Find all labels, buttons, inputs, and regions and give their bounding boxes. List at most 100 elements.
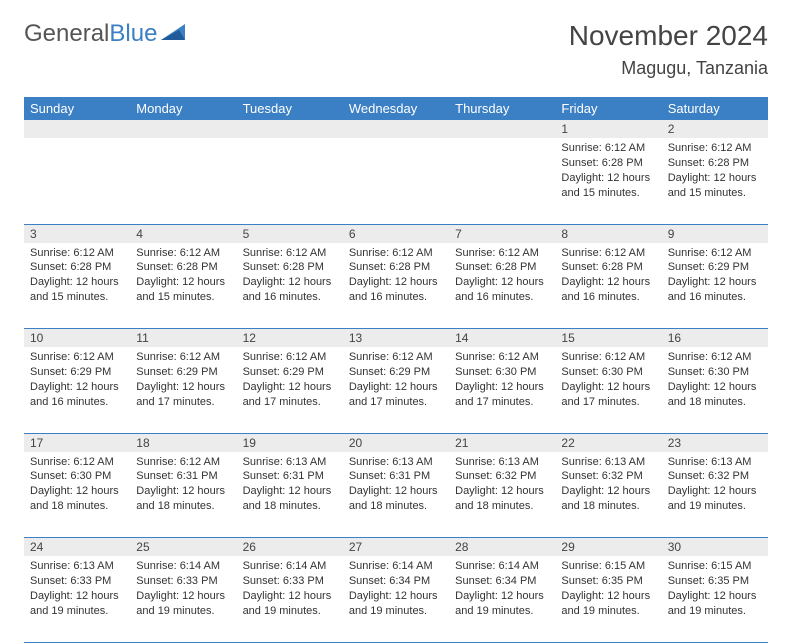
day-detail-cell: Sunrise: 6:12 AMSunset: 6:30 PMDaylight:… xyxy=(662,347,768,433)
day-number-cell xyxy=(343,120,449,138)
day-detail-line: Sunrise: 6:12 AM xyxy=(30,455,124,470)
day-detail-line: Daylight: 12 hours and 17 minutes. xyxy=(561,380,655,410)
day-detail-line: Daylight: 12 hours and 15 minutes. xyxy=(561,171,655,201)
day-detail-cell xyxy=(343,138,449,224)
day-number-cell: 19 xyxy=(237,433,343,452)
day-detail-line: Daylight: 12 hours and 17 minutes. xyxy=(349,380,443,410)
day-number-cell: 1 xyxy=(555,120,661,138)
day-detail-line: Sunset: 6:35 PM xyxy=(668,574,762,589)
day-detail-line: Sunrise: 6:13 AM xyxy=(243,455,337,470)
day-detail-cell: Sunrise: 6:14 AMSunset: 6:34 PMDaylight:… xyxy=(343,556,449,642)
day-number-cell: 5 xyxy=(237,224,343,243)
day-detail-line: Daylight: 12 hours and 18 minutes. xyxy=(668,380,762,410)
day-number-cell: 23 xyxy=(662,433,768,452)
day-detail-cell: Sunrise: 6:15 AMSunset: 6:35 PMDaylight:… xyxy=(555,556,661,642)
day-detail-line: Sunrise: 6:12 AM xyxy=(455,350,549,365)
day-detail-cell: Sunrise: 6:12 AMSunset: 6:30 PMDaylight:… xyxy=(24,452,130,538)
day-detail-line: Sunrise: 6:12 AM xyxy=(668,350,762,365)
day-detail-line: Daylight: 12 hours and 19 minutes. xyxy=(349,589,443,619)
day-detail-line: Daylight: 12 hours and 15 minutes. xyxy=(30,275,124,305)
day-detail-line: Sunset: 6:32 PM xyxy=(455,469,549,484)
day-detail-line: Sunrise: 6:14 AM xyxy=(243,559,337,574)
day-detail-line: Daylight: 12 hours and 16 minutes. xyxy=(349,275,443,305)
day-detail-line: Sunset: 6:28 PM xyxy=(561,156,655,171)
day-detail-row: Sunrise: 6:12 AMSunset: 6:28 PMDaylight:… xyxy=(24,138,768,224)
day-detail-line: Sunset: 6:28 PM xyxy=(243,260,337,275)
day-detail-cell: Sunrise: 6:15 AMSunset: 6:35 PMDaylight:… xyxy=(662,556,768,642)
day-detail-line: Sunset: 6:28 PM xyxy=(349,260,443,275)
daynum-row: 17181920212223 xyxy=(24,433,768,452)
day-detail-line: Sunset: 6:30 PM xyxy=(561,365,655,380)
day-detail-cell: Sunrise: 6:13 AMSunset: 6:32 PMDaylight:… xyxy=(449,452,555,538)
day-number-cell: 10 xyxy=(24,329,130,348)
day-detail-cell: Sunrise: 6:12 AMSunset: 6:28 PMDaylight:… xyxy=(24,243,130,329)
month-title: November 2024 xyxy=(569,20,768,52)
day-detail-line: Sunrise: 6:12 AM xyxy=(243,350,337,365)
day-detail-line: Sunrise: 6:12 AM xyxy=(668,141,762,156)
day-detail-line: Daylight: 12 hours and 16 minutes. xyxy=(455,275,549,305)
day-detail-line: Sunrise: 6:13 AM xyxy=(561,455,655,470)
day-detail-line: Daylight: 12 hours and 17 minutes. xyxy=(455,380,549,410)
day-detail-row: Sunrise: 6:12 AMSunset: 6:30 PM Daylight:… xyxy=(24,452,768,538)
day-number-cell: 7 xyxy=(449,224,555,243)
day-detail-cell: Sunrise: 6:12 AMSunset: 6:29 PMDaylight:… xyxy=(130,347,236,433)
day-detail-cell: Sunrise: 6:12 AMSunset: 6:28 PMDaylight:… xyxy=(555,138,661,224)
day-detail-cell: Sunrise: 6:13 AMSunset: 6:33 PMDaylight:… xyxy=(24,556,130,642)
day-detail-line: Sunset: 6:28 PM xyxy=(668,156,762,171)
day-detail-line: Sunset: 6:31 PM xyxy=(136,469,230,484)
day-detail-line: Daylight: 12 hours and 16 minutes. xyxy=(243,275,337,305)
day-detail-line: Sunset: 6:28 PM xyxy=(136,260,230,275)
day-detail-line: Sunset: 6:35 PM xyxy=(561,574,655,589)
day-detail-line: Daylight: 12 hours and 18 minutes. xyxy=(243,484,337,514)
day-header: Monday xyxy=(130,97,236,120)
day-detail-row: Sunrise: 6:12 AMSunset: 6:29 PMDaylight:… xyxy=(24,347,768,433)
brand-triangle-icon xyxy=(161,22,189,47)
day-detail-cell: Sunrise: 6:13 AMSunset: 6:32 PMDaylight:… xyxy=(555,452,661,538)
day-detail-cell: Sunrise: 6:12 AMSunset: 6:29 PMDaylight:… xyxy=(662,243,768,329)
day-detail-line: Sunset: 6:28 PM xyxy=(561,260,655,275)
day-detail-cell: Sunrise: 6:12 AMSunset: 6:28 PMDaylight:… xyxy=(237,243,343,329)
day-detail-cell: Sunrise: 6:14 AMSunset: 6:34 PMDaylight:… xyxy=(449,556,555,642)
day-detail-line: Sunset: 6:28 PM xyxy=(30,260,124,275)
day-detail-cell: Sunrise: 6:13 AMSunset: 6:31 PMDaylight:… xyxy=(237,452,343,538)
day-detail-line: Sunrise: 6:15 AM xyxy=(668,559,762,574)
day-detail-line: Daylight: 12 hours and 16 minutes. xyxy=(561,275,655,305)
day-detail-cell: Sunrise: 6:13 AMSunset: 6:31 PMDaylight:… xyxy=(343,452,449,538)
day-detail-line: Sunset: 6:31 PM xyxy=(243,469,337,484)
day-detail-line: Sunset: 6:33 PM xyxy=(136,574,230,589)
day-number-cell: 13 xyxy=(343,329,449,348)
day-header: Wednesday xyxy=(343,97,449,120)
day-number-cell: 16 xyxy=(662,329,768,348)
day-detail-line: Sunrise: 6:12 AM xyxy=(668,246,762,261)
day-detail-cell: Sunrise: 6:13 AMSunset: 6:32 PMDaylight:… xyxy=(662,452,768,538)
daynum-row: 3456789 xyxy=(24,224,768,243)
day-detail-line: Sunrise: 6:12 AM xyxy=(561,141,655,156)
day-detail-line: Sunrise: 6:12 AM xyxy=(561,246,655,261)
day-detail-line: Sunrise: 6:14 AM xyxy=(136,559,230,574)
day-number-cell xyxy=(130,120,236,138)
day-header: Thursday xyxy=(449,97,555,120)
day-detail-line: Sunset: 6:29 PM xyxy=(668,260,762,275)
day-detail-line: Sunset: 6:32 PM xyxy=(668,469,762,484)
day-number-cell: 15 xyxy=(555,329,661,348)
day-detail-line: Daylight: 12 hours and 18 minutes. xyxy=(136,484,230,514)
day-detail-line: Daylight: 12 hours and 19 minutes. xyxy=(455,589,549,619)
day-detail-cell: Sunrise: 6:14 AMSunset: 6:33 PMDaylight:… xyxy=(237,556,343,642)
day-number-cell: 24 xyxy=(24,538,130,557)
day-detail-cell: Sunrise: 6:12 AMSunset: 6:29 PMDaylight:… xyxy=(237,347,343,433)
page-header: GeneralBlue November 2024 Magugu, Tanzan… xyxy=(24,20,768,79)
day-number-cell: 3 xyxy=(24,224,130,243)
day-detail-line: Daylight: 12 hours and 19 minutes. xyxy=(243,589,337,619)
day-detail-line: Sunset: 6:33 PM xyxy=(30,574,124,589)
brand-part2: Blue xyxy=(109,20,157,47)
day-detail-line: Sunset: 6:30 PM xyxy=(30,469,124,484)
day-detail-line: Daylight: 12 hours and 19 minutes. xyxy=(668,589,762,619)
day-detail-line: Daylight: 12 hours and 17 minutes. xyxy=(243,380,337,410)
day-detail-line: Sunrise: 6:12 AM xyxy=(136,246,230,261)
day-detail-row: Sunrise: 6:13 AMSunset: 6:33 PMDaylight:… xyxy=(24,556,768,642)
day-detail-cell: Sunrise: 6:14 AMSunset: 6:33 PMDaylight:… xyxy=(130,556,236,642)
brand-logo: GeneralBlue xyxy=(24,20,189,48)
day-detail-line: Sunset: 6:30 PM xyxy=(668,365,762,380)
day-number-cell: 9 xyxy=(662,224,768,243)
day-detail-line: Sunset: 6:29 PM xyxy=(243,365,337,380)
